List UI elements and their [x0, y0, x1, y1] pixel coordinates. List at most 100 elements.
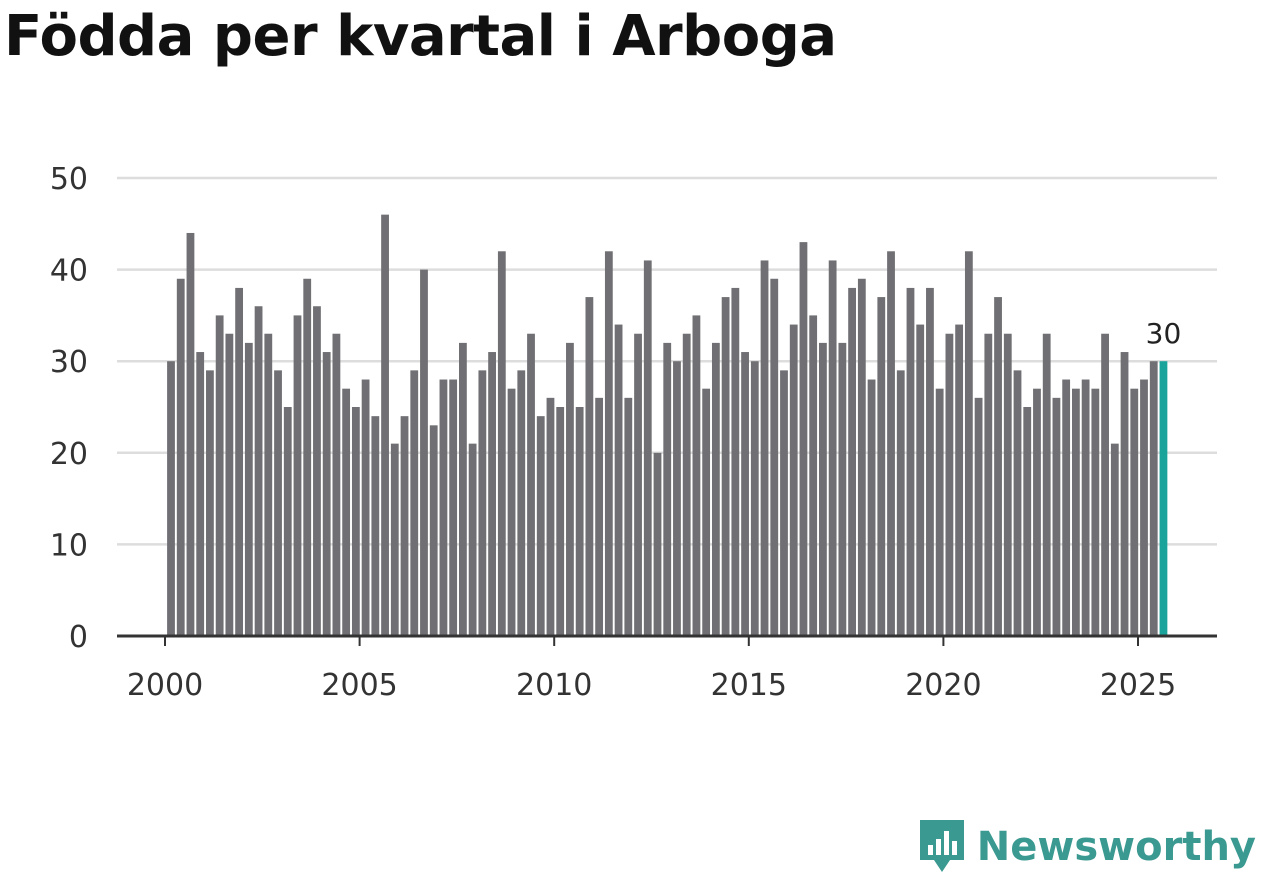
- bar: [916, 324, 925, 636]
- x-tick-label: 2020: [905, 668, 981, 703]
- bar: [371, 416, 380, 636]
- bar: [303, 278, 312, 636]
- bar: [896, 370, 905, 636]
- y-tick-label: 10: [50, 528, 88, 563]
- bar: [1071, 388, 1080, 636]
- y-axis-ticks: 0 10 20 30 40 50: [50, 162, 88, 655]
- bar: [313, 306, 321, 636]
- bar: [293, 315, 302, 636]
- bar: [235, 287, 244, 636]
- bar: [604, 251, 613, 636]
- bar: [867, 379, 876, 636]
- y-tick-label: 40: [50, 254, 88, 289]
- bar: [1062, 379, 1071, 636]
- bar: [225, 333, 234, 636]
- y-tick-label: 0: [69, 620, 88, 655]
- newsworthy-logo-icon: [919, 820, 964, 872]
- bar: [1052, 397, 1061, 636]
- bar: [575, 407, 584, 636]
- bar: [1042, 333, 1051, 636]
- bar: [877, 297, 886, 636]
- bar: [887, 251, 895, 636]
- bar: [760, 260, 769, 636]
- bar: [1120, 352, 1129, 636]
- bar: [585, 297, 594, 636]
- bar: [848, 287, 856, 636]
- bar: [410, 370, 419, 636]
- bar: [741, 352, 749, 636]
- bar: [439, 379, 448, 636]
- bar: [176, 278, 185, 636]
- bar: [196, 352, 205, 636]
- bar: [546, 397, 555, 636]
- bar: [381, 214, 389, 636]
- bar: [770, 278, 779, 636]
- bar: [653, 452, 662, 636]
- bar: [1081, 379, 1090, 636]
- bar: [264, 333, 273, 636]
- bar: [780, 370, 788, 636]
- bar: [449, 379, 458, 636]
- brand-name: Newsworthy: [976, 824, 1256, 870]
- bar: [935, 388, 944, 636]
- bar: [945, 333, 954, 636]
- bar: [497, 251, 506, 636]
- newsworthy-brand: Newsworthy: [917, 817, 1256, 877]
- bar: [429, 425, 438, 636]
- bar: [692, 315, 701, 636]
- bar: [1091, 388, 1100, 636]
- bar: [1130, 388, 1139, 636]
- bar: [186, 232, 195, 636]
- bar: [1149, 361, 1158, 636]
- bar: [828, 260, 837, 636]
- bar-highlight: [1159, 361, 1168, 636]
- bar: [1033, 388, 1041, 636]
- bar: [322, 352, 331, 636]
- bar: [517, 370, 526, 636]
- bar: [254, 306, 263, 636]
- bar: [283, 407, 292, 636]
- bar: [750, 361, 759, 636]
- bar: [614, 324, 623, 636]
- bar: [244, 342, 253, 636]
- x-tick-label: 2000: [127, 668, 203, 703]
- bar: [702, 388, 711, 636]
- bar: [556, 407, 565, 636]
- bar: [1140, 379, 1148, 636]
- bar: [488, 352, 496, 636]
- bar: [390, 443, 399, 636]
- bar: [332, 333, 341, 636]
- bar: [342, 388, 351, 636]
- bar: [857, 278, 866, 636]
- bar: [809, 315, 818, 636]
- bar: [721, 297, 730, 636]
- x-tick-label: 2010: [516, 668, 592, 703]
- bar: [468, 443, 477, 636]
- bar: [527, 333, 535, 636]
- bar: [351, 407, 360, 636]
- bar: [595, 397, 604, 636]
- bar: [926, 287, 934, 636]
- y-tick-label: 20: [50, 437, 88, 472]
- bar: [1013, 370, 1022, 636]
- x-tick-label: 2005: [321, 668, 397, 703]
- bar: [731, 287, 740, 636]
- bar: [1003, 333, 1012, 636]
- bar: [507, 388, 516, 636]
- bar: [1023, 407, 1032, 636]
- bar: [964, 251, 973, 636]
- bar: [536, 416, 545, 636]
- bar: [167, 361, 175, 636]
- x-axis-ticks: 2000 2005 2010 2015 2020 2025: [127, 636, 1176, 703]
- bar: [206, 370, 214, 636]
- bar: [215, 315, 224, 636]
- bar: [994, 297, 1002, 636]
- bar: [711, 342, 720, 636]
- bar: [400, 416, 409, 636]
- bar: [420, 269, 428, 636]
- bar: [1110, 443, 1119, 636]
- bar: [974, 397, 983, 636]
- bar: [955, 324, 964, 636]
- bars: [167, 214, 1168, 636]
